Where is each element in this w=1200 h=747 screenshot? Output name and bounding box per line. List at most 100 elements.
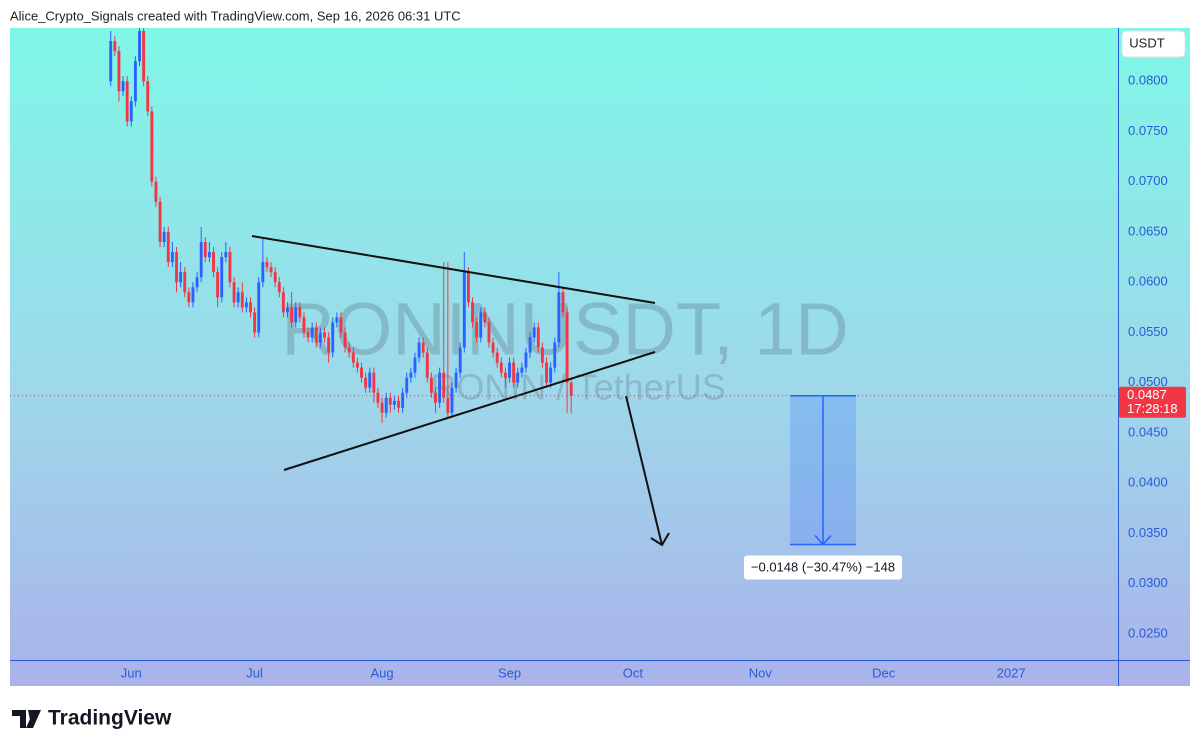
candle-body (162, 231, 166, 243)
candle-body (561, 292, 565, 313)
candle-body (516, 372, 520, 383)
candle-body (483, 312, 487, 323)
y-tick-label: 0.0800 (1128, 73, 1168, 88)
candle-body (261, 262, 265, 283)
y-tick-label: 0.0350 (1128, 525, 1168, 540)
candle-body (281, 292, 285, 313)
candle-body (376, 392, 380, 403)
y-tick-label: 0.0450 (1128, 424, 1168, 439)
x-tick-label: Nov (749, 665, 773, 680)
candle-body (503, 372, 507, 378)
candle-body (442, 372, 446, 398)
candle-body (479, 312, 483, 338)
candle-body (121, 81, 125, 92)
candle-body (545, 362, 548, 383)
candle-body (125, 81, 129, 122)
watermark-title: RONINUSDT, 1D (281, 288, 848, 371)
watermark-subtitle: RONIN / TetherUS (430, 367, 725, 408)
candle-body (158, 201, 162, 243)
candle-body (240, 292, 244, 308)
candle-body (438, 372, 442, 403)
candle-body (405, 377, 409, 393)
candle-body (109, 41, 113, 82)
candle-body (269, 267, 273, 273)
x-tick-label: Oct (623, 665, 644, 680)
candle-body (347, 347, 351, 353)
candle-body (244, 302, 248, 308)
candle-body (355, 362, 359, 368)
measure-arrow-head (814, 534, 832, 546)
countdown: 17:28:18 (1127, 401, 1178, 416)
candle-body (207, 252, 211, 258)
x-tick-label: Sep (498, 665, 521, 680)
candle-body (273, 272, 277, 283)
candle-body (491, 342, 495, 353)
y-tick-label: 0.0550 (1128, 324, 1168, 339)
candle-body (331, 322, 335, 353)
candle-body (569, 382, 573, 396)
candle-body (142, 31, 146, 82)
candle-body (323, 332, 326, 338)
candle-body (154, 181, 158, 202)
candle-body (265, 262, 269, 268)
candle-body (532, 327, 536, 338)
last-price-tag (1119, 386, 1186, 418)
x-tick-label: 2027 (997, 665, 1026, 680)
candle-body (429, 377, 433, 393)
candle-body (228, 252, 232, 283)
candle-body (294, 307, 298, 323)
logo-text: TradingView (48, 707, 172, 730)
candle-body (249, 302, 252, 313)
last-price-label: 0.0487 (1127, 387, 1167, 402)
x-tick-label: Jun (121, 665, 142, 680)
candle-body (175, 252, 178, 283)
candle-body (170, 252, 174, 263)
x-tick-label: Dec (872, 665, 896, 680)
candle-body (113, 41, 117, 52)
candle-body (413, 357, 417, 373)
candle-body (129, 101, 133, 122)
candle-body (220, 257, 224, 298)
y-tick-label: 0.0750 (1128, 123, 1168, 138)
candle-body (236, 292, 240, 303)
candle-body (524, 352, 528, 368)
y-tick-label: 0.0600 (1128, 274, 1168, 289)
candle-body (166, 231, 170, 263)
currency-button[interactable] (1121, 30, 1186, 58)
candle-body (212, 252, 215, 273)
measure-label-box (744, 555, 902, 580)
candle-body (339, 317, 343, 333)
candle-body (343, 332, 347, 348)
candle-body (191, 287, 195, 303)
candle-body (133, 61, 137, 102)
candle-body (536, 327, 540, 348)
candle-body (553, 342, 557, 368)
candle-body (392, 400, 396, 405)
candle-body (384, 397, 388, 413)
candle-body (450, 387, 454, 413)
candle-body (401, 392, 405, 408)
candles (109, 28, 573, 423)
candle-body (224, 252, 228, 258)
candle-body (314, 327, 318, 343)
candle-body (549, 367, 553, 383)
y-tick-label: 0.0650 (1128, 223, 1168, 238)
y-tick-label: 0.0500 (1128, 374, 1168, 389)
candle-body (540, 347, 544, 363)
candle-body (351, 352, 355, 363)
logo-icon (12, 710, 41, 728)
candle-body (277, 282, 281, 293)
arrow-line (625, 395, 663, 546)
candle-body (360, 367, 363, 378)
candle-body (528, 337, 532, 353)
candle-body (310, 327, 314, 338)
candle-body (302, 317, 306, 333)
candle-body (520, 367, 524, 373)
measure-label: −0.0148 (−30.47%) −148 (751, 559, 895, 574)
candle-body (327, 337, 331, 353)
candle-body (512, 362, 516, 383)
header: Alice_Crypto_Signals created with Tradin… (10, 8, 461, 23)
candle-body (286, 307, 289, 313)
